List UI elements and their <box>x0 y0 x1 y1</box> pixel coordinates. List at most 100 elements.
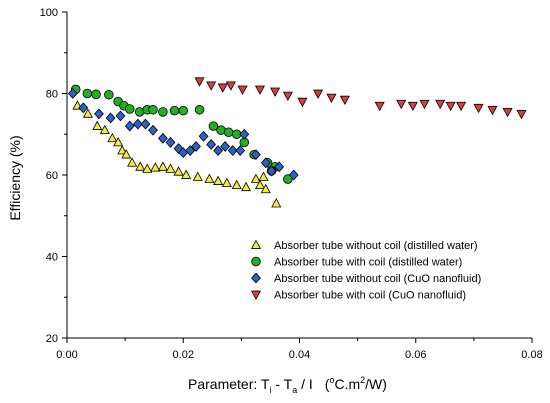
data-point-s0-23 <box>254 179 266 190</box>
data-point-s3-1 <box>206 81 217 91</box>
x-axis-unit-open: ( <box>325 376 330 392</box>
tick-labels: 0.00 0.02 0.04 0.06 0.08 20 40 60 80 100 <box>40 7 543 361</box>
data-point-s3-19 <box>473 103 484 114</box>
legend: Absorber tube without coil (distilled wa… <box>250 239 481 302</box>
legend-label-1: Absorber tube with coil (distilled water… <box>274 257 462 269</box>
data-point-s3-5 <box>254 85 266 95</box>
data-point-s1-2 <box>91 89 101 100</box>
data-point-s3-11 <box>339 95 350 106</box>
data-point-s0-18 <box>213 175 224 185</box>
x-axis-label: Parameter: Ti - Ta / I (oC.m2/W) <box>188 375 387 395</box>
data-point-s2-17 <box>213 145 224 156</box>
data-point-s3-13 <box>396 99 407 110</box>
data-point-s3-12 <box>374 101 385 112</box>
data-point-s0-2 <box>92 120 103 130</box>
data-point-s1-1 <box>82 88 93 99</box>
data-point-s2-7 <box>140 118 151 130</box>
y-tick-label: 40 <box>46 252 58 264</box>
x-tick-label: 0.00 <box>56 349 77 361</box>
data-point-s3-2 <box>217 83 228 93</box>
legend-label-3: Absorber tube with coil (CuO nanofluid) <box>274 290 466 302</box>
data-point-s1-12 <box>178 105 189 116</box>
data-point-s2-19 <box>227 145 238 156</box>
data-point-s0-24 <box>260 183 271 194</box>
data-point-s0-8 <box>127 157 138 167</box>
data-point-s2-1 <box>78 102 89 114</box>
data-point-s1-13 <box>194 105 205 115</box>
data-point-s1-3 <box>104 89 114 100</box>
data-point-s1-10 <box>158 107 168 117</box>
data-point-s3-8 <box>297 97 308 108</box>
data-point-s3-10 <box>326 93 337 104</box>
data-point-s0-22 <box>250 173 261 183</box>
data-point-s0-14 <box>173 166 184 176</box>
data-point-s1-11 <box>169 105 180 116</box>
data-point-s3-6 <box>270 87 281 97</box>
legend-marker-1 <box>251 256 261 267</box>
data-point-s0-19 <box>221 177 232 188</box>
data-point-s0-4 <box>107 132 118 143</box>
data-point-s2-15 <box>198 130 209 142</box>
legend-label-2: Absorber tube without coil (CuO nanoflui… <box>274 273 481 285</box>
x-tick-label: 0.08 <box>521 349 542 361</box>
data-point-s3-17 <box>445 101 456 112</box>
data-point-s2-2 <box>94 108 104 120</box>
data-point-s2-5 <box>124 120 135 132</box>
y-tick-label: 100 <box>40 7 58 19</box>
x-tick-label: 0.06 <box>405 349 426 361</box>
data-point-s1-14 <box>208 121 219 131</box>
data-point-s0-16 <box>192 171 203 181</box>
y-tick-label: 20 <box>46 333 58 345</box>
data-point-s3-18 <box>456 101 467 112</box>
data-point-s0-10 <box>142 163 153 173</box>
data-point-s2-24 <box>266 165 277 177</box>
data-point-s0-5 <box>113 136 124 147</box>
data-point-s1-6 <box>125 104 135 114</box>
data-point-s2-0 <box>67 88 78 99</box>
data-point-s2-18 <box>220 141 231 152</box>
data-point-s0-25 <box>258 171 269 181</box>
data-point-s3-14 <box>407 101 418 112</box>
x-tick-label: 0.02 <box>173 349 194 361</box>
data-point-s2-25 <box>274 161 285 173</box>
data-point-s2-4 <box>115 110 126 122</box>
legend-marker-2 <box>251 272 261 284</box>
data-point-s2-14 <box>191 141 201 152</box>
data-point-s2-8 <box>148 124 158 136</box>
data-point-s0-3 <box>99 124 110 135</box>
x-axis-unit-rest: C.m <box>334 376 360 392</box>
x-tick-label: 0.04 <box>289 349 310 361</box>
data-point-s2-13 <box>185 145 196 156</box>
data-point-s2-9 <box>157 132 168 144</box>
plot-background <box>67 12 532 338</box>
x-axis-label-sub-a: a <box>292 385 297 395</box>
data-point-s3-3 <box>225 81 236 91</box>
data-point-s3-21 <box>502 107 513 118</box>
x-axis-label-sub-i: i <box>269 385 271 395</box>
data-point-s0-15 <box>181 169 192 179</box>
data-point-s2-6 <box>133 118 143 130</box>
x-axis-label-mid: - T <box>271 376 292 392</box>
y-axis-label: Efficiency (%) <box>7 135 23 220</box>
data-point-s0-26 <box>271 198 282 208</box>
data-point-s3-15 <box>419 99 430 110</box>
x-axis-unit-close: /W) <box>365 376 387 392</box>
data-point-s0-12 <box>157 161 168 171</box>
data-point-s3-0 <box>194 77 205 87</box>
data-point-s3-4 <box>237 85 248 95</box>
data-point-s2-3 <box>105 112 116 124</box>
legend-marker-3 <box>250 290 262 300</box>
data-point-s3-9 <box>313 89 324 99</box>
data-point-s3-7 <box>282 91 293 101</box>
data-point-s2-26 <box>288 169 299 181</box>
data-point-s1-22 <box>283 174 293 184</box>
x-axis-label-main: Parameter: T <box>188 376 270 392</box>
data-point-s2-20 <box>235 145 246 156</box>
data-point-s3-20 <box>487 105 498 116</box>
legend-marker-0 <box>250 239 262 249</box>
data-point-s0-21 <box>240 181 252 192</box>
data-point-s2-21 <box>239 128 250 140</box>
data-points <box>67 77 527 208</box>
data-point-s2-16 <box>206 139 217 150</box>
x-axis-label-tail: / I <box>297 376 313 392</box>
